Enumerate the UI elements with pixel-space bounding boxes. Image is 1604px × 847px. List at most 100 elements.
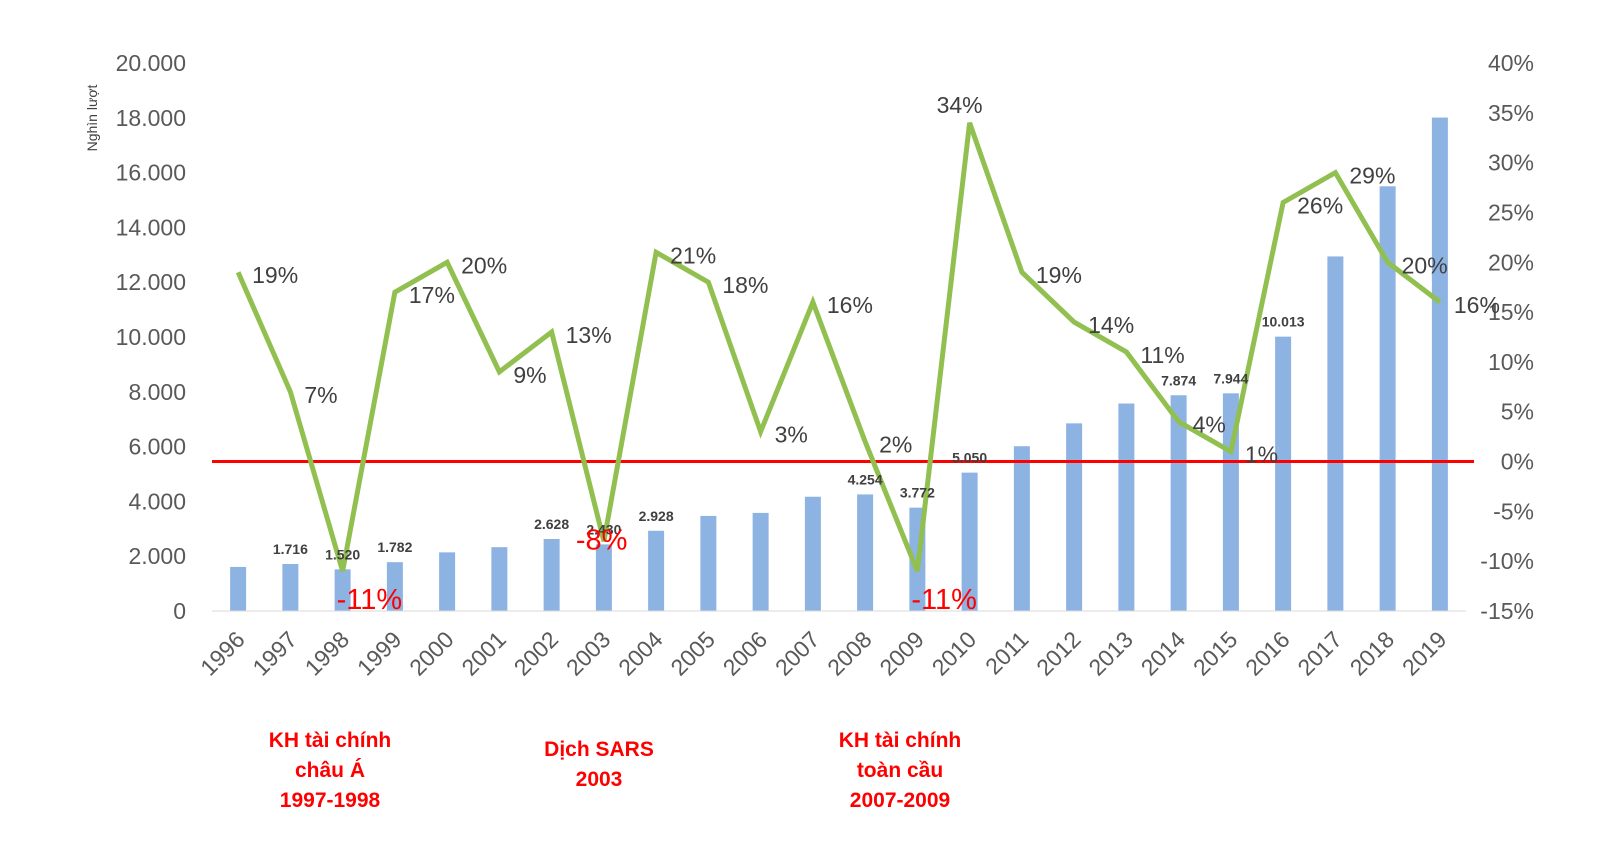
annotation-line: KH tài chính (269, 729, 392, 752)
x-tick-label: 2013 (1083, 626, 1138, 681)
growth-value-label: 9% (513, 362, 546, 388)
growth-value-label: 1% (1245, 442, 1278, 468)
growth-value-label: 11% (1140, 342, 1184, 368)
growth-value-label: 34% (937, 92, 983, 118)
bar (439, 552, 456, 611)
annotation-line: toàn cầu (857, 759, 943, 782)
bar (648, 530, 665, 611)
x-tick-label: 2015 (1188, 626, 1243, 681)
annotation-line: Dịch SARS (544, 738, 654, 761)
annotation-line: châu Á (295, 759, 365, 782)
bar-value-label: 7.944 (1213, 370, 1248, 386)
bar (543, 538, 560, 611)
bar (804, 496, 821, 611)
bar (595, 544, 612, 611)
bar (700, 515, 717, 611)
growth-value-label: 16% (827, 292, 873, 318)
growth-value-label: 17% (409, 282, 455, 308)
bar (1379, 186, 1396, 612)
bar-value-label: 1.716 (273, 541, 308, 557)
right-tick-label: 30% (1488, 150, 1534, 176)
right-tick-label: 25% (1488, 199, 1534, 225)
growth-value-label: 2% (879, 432, 912, 458)
growth-value-label: 16% (1454, 292, 1500, 318)
x-tick-label: 2012 (1031, 626, 1086, 681)
growth-value-label: -11% (337, 584, 403, 616)
bar-value-label: 2.928 (639, 508, 674, 524)
x-tick-label: 2005 (665, 626, 720, 681)
right-tick-label: 15% (1488, 299, 1534, 325)
left-tick-label: 2.000 (128, 543, 186, 569)
bar (1066, 423, 1083, 611)
growth-value-label: 19% (252, 262, 298, 288)
right-tick-label: 35% (1488, 100, 1534, 126)
bar-value-label: 2.628 (534, 516, 569, 532)
bar-value-label: 7.874 (1161, 372, 1196, 388)
growth-value-label: 14% (1088, 312, 1134, 338)
x-tick-label: 1998 (300, 626, 355, 681)
bar (1118, 403, 1135, 611)
bar (1275, 336, 1292, 611)
right-tick-label: 0% (1501, 449, 1534, 475)
annotation-line: 1997-1998 (280, 789, 381, 812)
x-tick-label: 2017 (1292, 626, 1347, 681)
x-tick-label: 2014 (1136, 626, 1191, 681)
bar-value-label: 2.430 (586, 521, 621, 537)
right-tick-label: 20% (1488, 249, 1534, 275)
growth-value-label: 29% (1349, 163, 1395, 189)
annotation-line: 2003 (576, 768, 623, 791)
growth-value-label: 20% (461, 252, 507, 278)
bar (334, 569, 351, 611)
x-tick-label: 2019 (1397, 626, 1452, 681)
right-tick-label: -15% (1480, 598, 1534, 624)
bar (1327, 256, 1344, 611)
annotation-line: KH tài chính (839, 729, 962, 752)
bar (491, 547, 508, 611)
x-tick-label: 2006 (718, 626, 773, 681)
left-tick-label: 20.000 (116, 50, 186, 76)
left-tick-label: 18.000 (116, 105, 186, 131)
bar (857, 494, 874, 611)
bar-value-label: 3.772 (900, 485, 935, 501)
left-tick-label: 12.000 (116, 269, 186, 295)
growth-value-label: 19% (1036, 262, 1082, 288)
left-tick-label: 6.000 (128, 434, 186, 460)
bar-value-label: 5.050 (952, 450, 987, 466)
x-tick-label: 2002 (509, 626, 564, 681)
bar-value-label: 1.782 (377, 539, 412, 555)
bar-value-label: 1.520 (325, 546, 360, 562)
left-tick-label: 8.000 (128, 379, 186, 405)
event-annotation: KH tài chính châu Á 1997-1998 (269, 729, 392, 812)
growth-value-label: 20% (1402, 252, 1448, 278)
event-annotation: KH tài chính toàn cầu 2007-2009 (839, 729, 962, 812)
growth-value-label: 4% (1193, 412, 1226, 438)
bar (282, 563, 299, 611)
growth-line (235, 121, 1442, 573)
right-tick-label: 5% (1501, 399, 1534, 425)
bar (1013, 446, 1030, 611)
event-annotation: Dịch SARS 2003 (544, 738, 654, 791)
bar (1431, 117, 1448, 611)
x-tick-label: 2003 (561, 626, 616, 681)
growth-value-label: 3% (775, 422, 808, 448)
left-tick-label: 14.000 (116, 214, 186, 240)
bar-data-labels: 1.716 1.520 1.782 2.628 2.430 2.928 4.254 3.772… (273, 314, 1305, 563)
y-axis-label: Nghìn lượt (84, 84, 100, 151)
event-annotations: KH tài chính châu Á 1997-1998 Dịch SARS 2003… (269, 729, 962, 812)
right-tick-label: 40% (1488, 50, 1534, 76)
growth-value-label: 7% (304, 382, 337, 408)
growth-data-labels: 19%7%-11%17%20%9%13%-8%21%18%3%16%2%-11%… (252, 92, 1500, 616)
x-tick-label: 2004 (613, 626, 668, 681)
growth-line-series (235, 121, 1442, 573)
bar (230, 566, 247, 611)
right-tick-label: -10% (1480, 548, 1534, 574)
x-tick-label: 1996 (195, 626, 250, 681)
growth-value-label: 18% (722, 272, 768, 298)
x-tick-label: 2016 (1240, 626, 1295, 681)
growth-value-label: 26% (1297, 192, 1343, 218)
annotation-line: 2007-2009 (850, 789, 950, 812)
x-tick-label: 2008 (822, 626, 877, 681)
x-tick-label: 2009 (874, 626, 929, 681)
x-tick-label: 1997 (247, 626, 302, 681)
